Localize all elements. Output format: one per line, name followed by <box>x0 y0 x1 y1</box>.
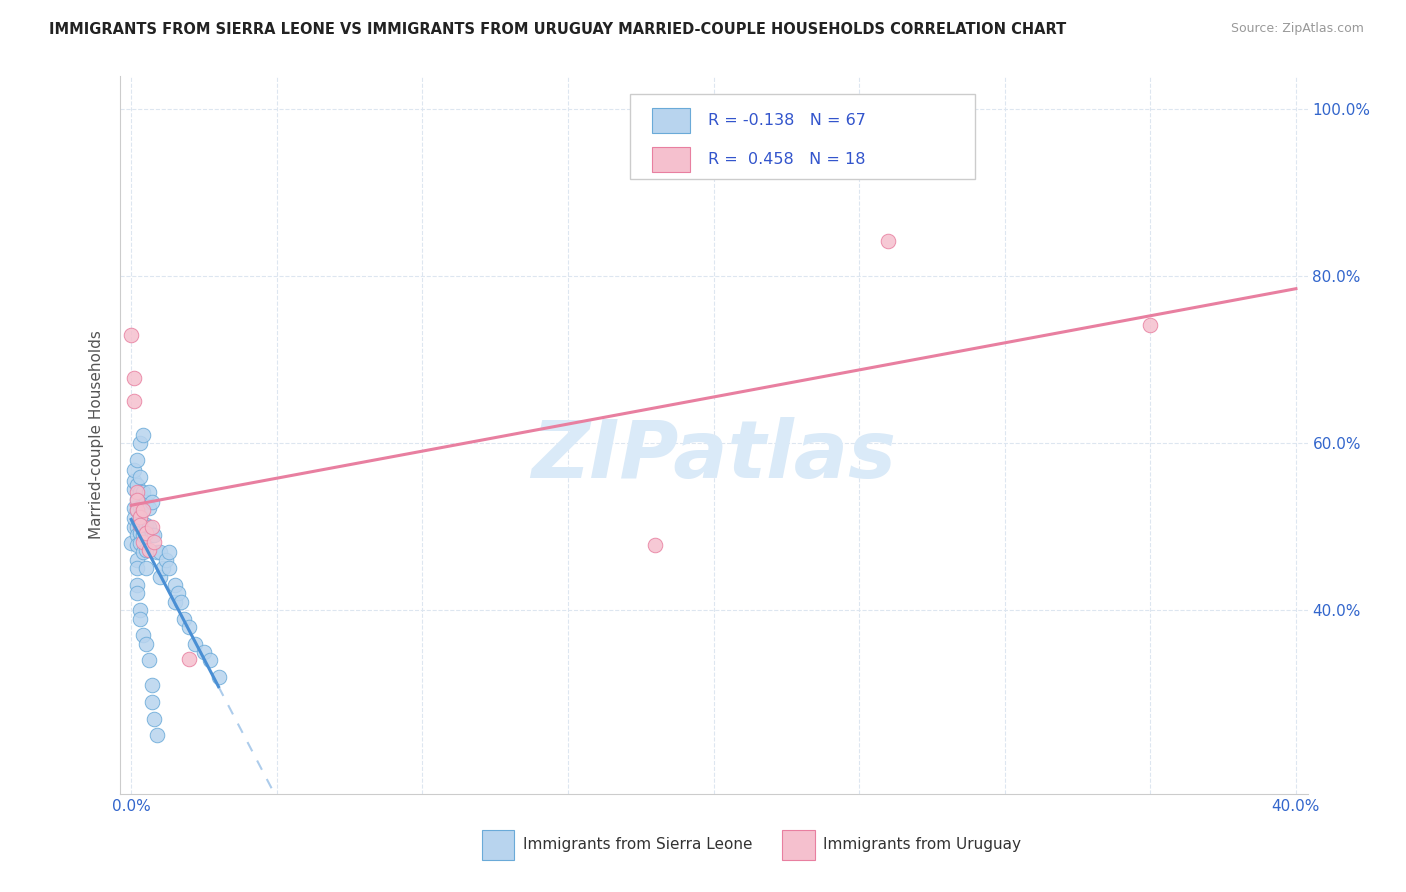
Point <box>128 500 150 514</box>
Point <box>157 545 180 559</box>
Point <box>128 536 150 550</box>
Point <box>132 545 155 559</box>
Point <box>149 545 172 559</box>
Point <box>132 528 155 542</box>
Point <box>163 595 186 609</box>
Point <box>143 528 166 542</box>
Point <box>132 534 155 549</box>
Point <box>128 518 150 533</box>
Point <box>169 595 191 609</box>
Text: R =  0.458   N = 18: R = 0.458 N = 18 <box>707 152 865 167</box>
Point <box>125 519 148 533</box>
Text: ZIPatlas: ZIPatlas <box>531 417 896 495</box>
Point <box>135 561 157 575</box>
Point <box>149 570 172 584</box>
Point <box>122 482 145 496</box>
Point <box>122 511 145 525</box>
Text: Source: ZipAtlas.com: Source: ZipAtlas.com <box>1230 22 1364 36</box>
Point <box>132 427 155 442</box>
Point <box>128 526 150 541</box>
Point <box>128 509 150 524</box>
Point <box>125 484 148 499</box>
Bar <box>652 108 690 134</box>
Point <box>179 651 201 665</box>
Point <box>141 494 163 508</box>
Point <box>128 518 150 533</box>
Text: R = -0.138   N = 67: R = -0.138 N = 67 <box>707 113 866 128</box>
Point <box>135 637 157 651</box>
Point <box>143 534 166 549</box>
Point <box>128 509 150 524</box>
Point <box>138 484 160 499</box>
Point <box>125 528 148 542</box>
Point <box>138 653 160 667</box>
Point <box>155 553 177 567</box>
Point <box>120 327 142 342</box>
Point <box>138 519 160 533</box>
Point <box>135 518 157 533</box>
Point <box>125 493 148 508</box>
Point <box>173 611 195 625</box>
Point <box>135 526 157 541</box>
Point <box>125 453 148 467</box>
Point <box>141 528 163 542</box>
Point <box>138 543 160 558</box>
Bar <box>482 830 515 860</box>
Point <box>166 586 188 600</box>
Point <box>132 628 155 642</box>
Point <box>141 519 163 533</box>
Point <box>125 578 148 592</box>
Point <box>128 484 150 499</box>
Point <box>122 463 145 477</box>
Point <box>143 712 166 726</box>
Point <box>125 538 148 552</box>
Point <box>207 670 229 684</box>
Point <box>141 678 163 692</box>
Point <box>125 492 148 507</box>
Point <box>122 371 145 385</box>
Point <box>877 234 900 248</box>
FancyBboxPatch shape <box>630 94 974 178</box>
Point <box>125 586 148 600</box>
Point <box>122 501 145 516</box>
Point <box>132 503 155 517</box>
Point <box>1139 318 1161 332</box>
Point <box>128 469 150 483</box>
Point <box>125 553 148 567</box>
Point <box>152 561 174 575</box>
Point <box>122 474 145 488</box>
Point <box>141 695 163 709</box>
Point <box>128 436 150 450</box>
Point <box>135 494 157 508</box>
Point <box>128 603 150 617</box>
Point <box>125 503 148 517</box>
Point <box>644 538 666 552</box>
Bar <box>783 830 814 860</box>
Y-axis label: Married-couple Households: Married-couple Households <box>89 330 104 540</box>
Point <box>198 653 221 667</box>
Point <box>128 611 150 625</box>
Point <box>163 578 186 592</box>
Text: Immigrants from Sierra Leone: Immigrants from Sierra Leone <box>523 838 754 853</box>
Point <box>122 519 145 533</box>
Bar <box>652 146 690 172</box>
Point <box>132 484 155 499</box>
Point <box>146 545 169 559</box>
Point <box>135 543 157 558</box>
Point <box>193 645 215 659</box>
Point <box>132 501 155 516</box>
Point <box>179 620 201 634</box>
Point <box>157 561 180 575</box>
Text: IMMIGRANTS FROM SIERRA LEONE VS IMMIGRANTS FROM URUGUAY MARRIED-COUPLE HOUSEHOLD: IMMIGRANTS FROM SIERRA LEONE VS IMMIGRAN… <box>49 22 1067 37</box>
Point <box>120 536 142 550</box>
Point <box>125 503 148 517</box>
Point <box>125 478 148 492</box>
Point <box>138 501 160 516</box>
Point <box>184 637 207 651</box>
Text: Immigrants from Uruguay: Immigrants from Uruguay <box>823 838 1021 853</box>
Point <box>146 728 169 742</box>
Point <box>122 394 145 409</box>
Point <box>125 561 148 575</box>
